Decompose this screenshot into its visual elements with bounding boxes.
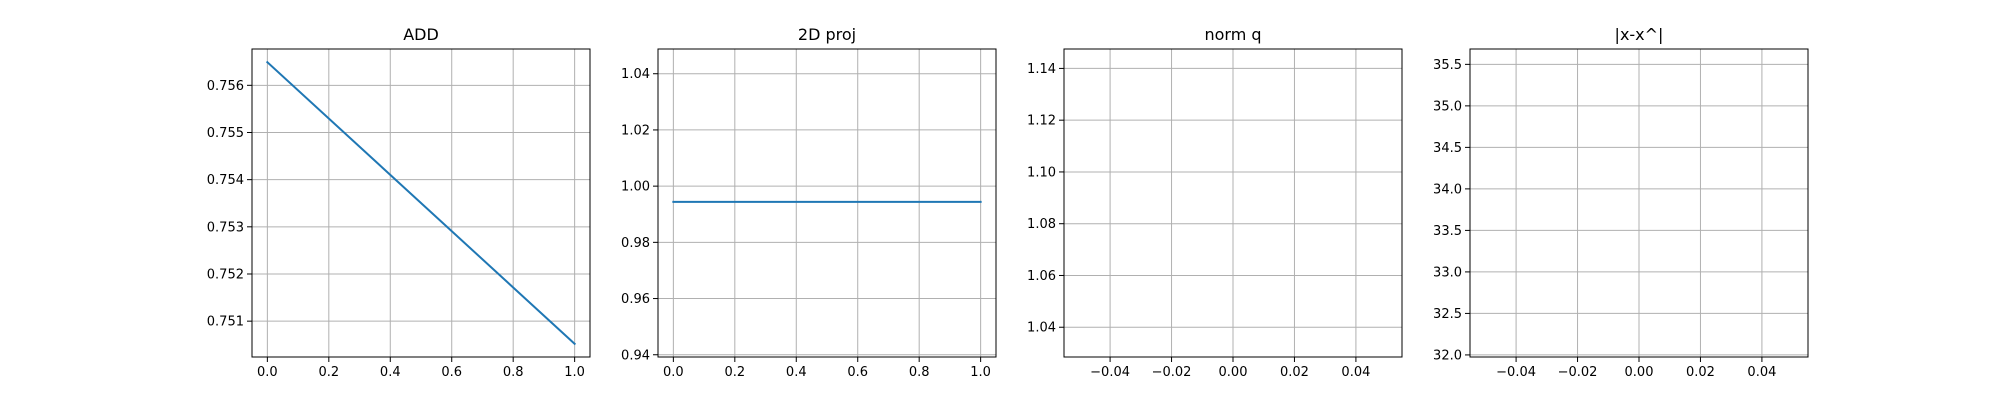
x-tick-label: 0.6 (847, 365, 868, 380)
y-tick-label: 35.0 (1433, 99, 1462, 114)
x-tick-label: 0.02 (1280, 365, 1309, 380)
y-tick-label: 0.96 (621, 292, 650, 307)
y-tick-label: 0.94 (621, 348, 650, 363)
y-tick-label: 1.12 (1027, 114, 1056, 129)
x-tick-label: −0.04 (1496, 365, 1536, 380)
y-tick-label: 0.756 (207, 79, 244, 94)
axes-frame (251, 48, 591, 358)
x-tick-label: 0.00 (1219, 365, 1248, 380)
y-tick-label: 1.08 (1027, 217, 1056, 232)
y-tick-label: 1.10 (1027, 165, 1056, 180)
x-tick-label: 0.4 (380, 365, 401, 380)
axes-frame (657, 48, 997, 358)
x-tick-label: 0.04 (1747, 365, 1776, 380)
y-tick-label: 0.751 (207, 315, 244, 330)
y-tick-label: 1.00 (621, 180, 650, 195)
y-tick-label: 0.98 (621, 236, 650, 251)
y-tick-label: 35.5 (1433, 58, 1462, 73)
y-tick-label: 33.5 (1433, 224, 1462, 239)
x-tick-label: 1.0 (970, 365, 991, 380)
x-tick-label: 1.0 (564, 365, 585, 380)
panel-norm-q: −0.04 −0.02 0.00 0.02 0.04 1.04 1.06 1.08 1.10 1.… (1027, 25, 1403, 380)
x-tick-label: 0.02 (1686, 365, 1715, 380)
y-tick-label: 1.04 (621, 67, 650, 82)
y-tick-label: 33.0 (1433, 265, 1462, 280)
panel-abs-error: −0.04 −0.02 0.00 0.02 0.04 32.0 32.5 33.0 33.5 34… (1433, 25, 1809, 380)
x-tick-label: 0.4 (786, 365, 807, 380)
x-tick-label: 0.0 (257, 365, 278, 380)
y-tick-label: 1.04 (1027, 321, 1056, 336)
y-tick-label: 1.06 (1027, 269, 1056, 284)
y-tick-label: 34.0 (1433, 182, 1462, 197)
x-tick-label: 0.0 (663, 365, 684, 380)
x-tick-label: −0.02 (1152, 365, 1192, 380)
y-tick-label: 0.754 (207, 173, 244, 188)
x-tick-label: 0.2 (724, 365, 745, 380)
y-tick-label: 1.14 (1027, 62, 1056, 77)
plot-area (658, 49, 996, 357)
y-tick-label: 34.5 (1433, 141, 1462, 156)
chart-title: 2D proj (798, 25, 856, 44)
panel-add: 0.0 0.2 0.4 0.6 0.8 1.0 0.751 0.752 0.753 0.754 0.… (207, 25, 591, 380)
x-tick-label: 0.6 (441, 365, 462, 380)
x-tick-label: 0.8 (503, 365, 524, 380)
chart-title: ADD (403, 25, 439, 44)
y-tick-label: 0.755 (207, 126, 244, 141)
chart-title: norm q (1204, 25, 1261, 44)
chart-title: |x-x^| (1615, 25, 1664, 44)
y-tick-label: 32.5 (1433, 307, 1462, 322)
x-tick-label: 0.00 (1625, 365, 1654, 380)
y-tick-label: 1.02 (621, 123, 650, 138)
series-line-0 (265, 60, 577, 346)
x-tick-label: 0.04 (1341, 365, 1370, 380)
x-tick-label: −0.04 (1090, 365, 1130, 380)
y-tick-label: 0.753 (207, 220, 244, 235)
x-tick-label: −0.02 (1558, 365, 1598, 380)
x-tick-label: 0.8 (909, 365, 930, 380)
y-tick-label: 0.752 (207, 267, 244, 282)
panel-2d-proj: 0.0 0.2 0.4 0.6 0.8 1.0 0.94 0.96 0.98 1.00 1.02 1.… (621, 25, 997, 380)
y-tick-label: 32.0 (1433, 348, 1462, 363)
x-tick-label: 0.2 (318, 365, 339, 380)
